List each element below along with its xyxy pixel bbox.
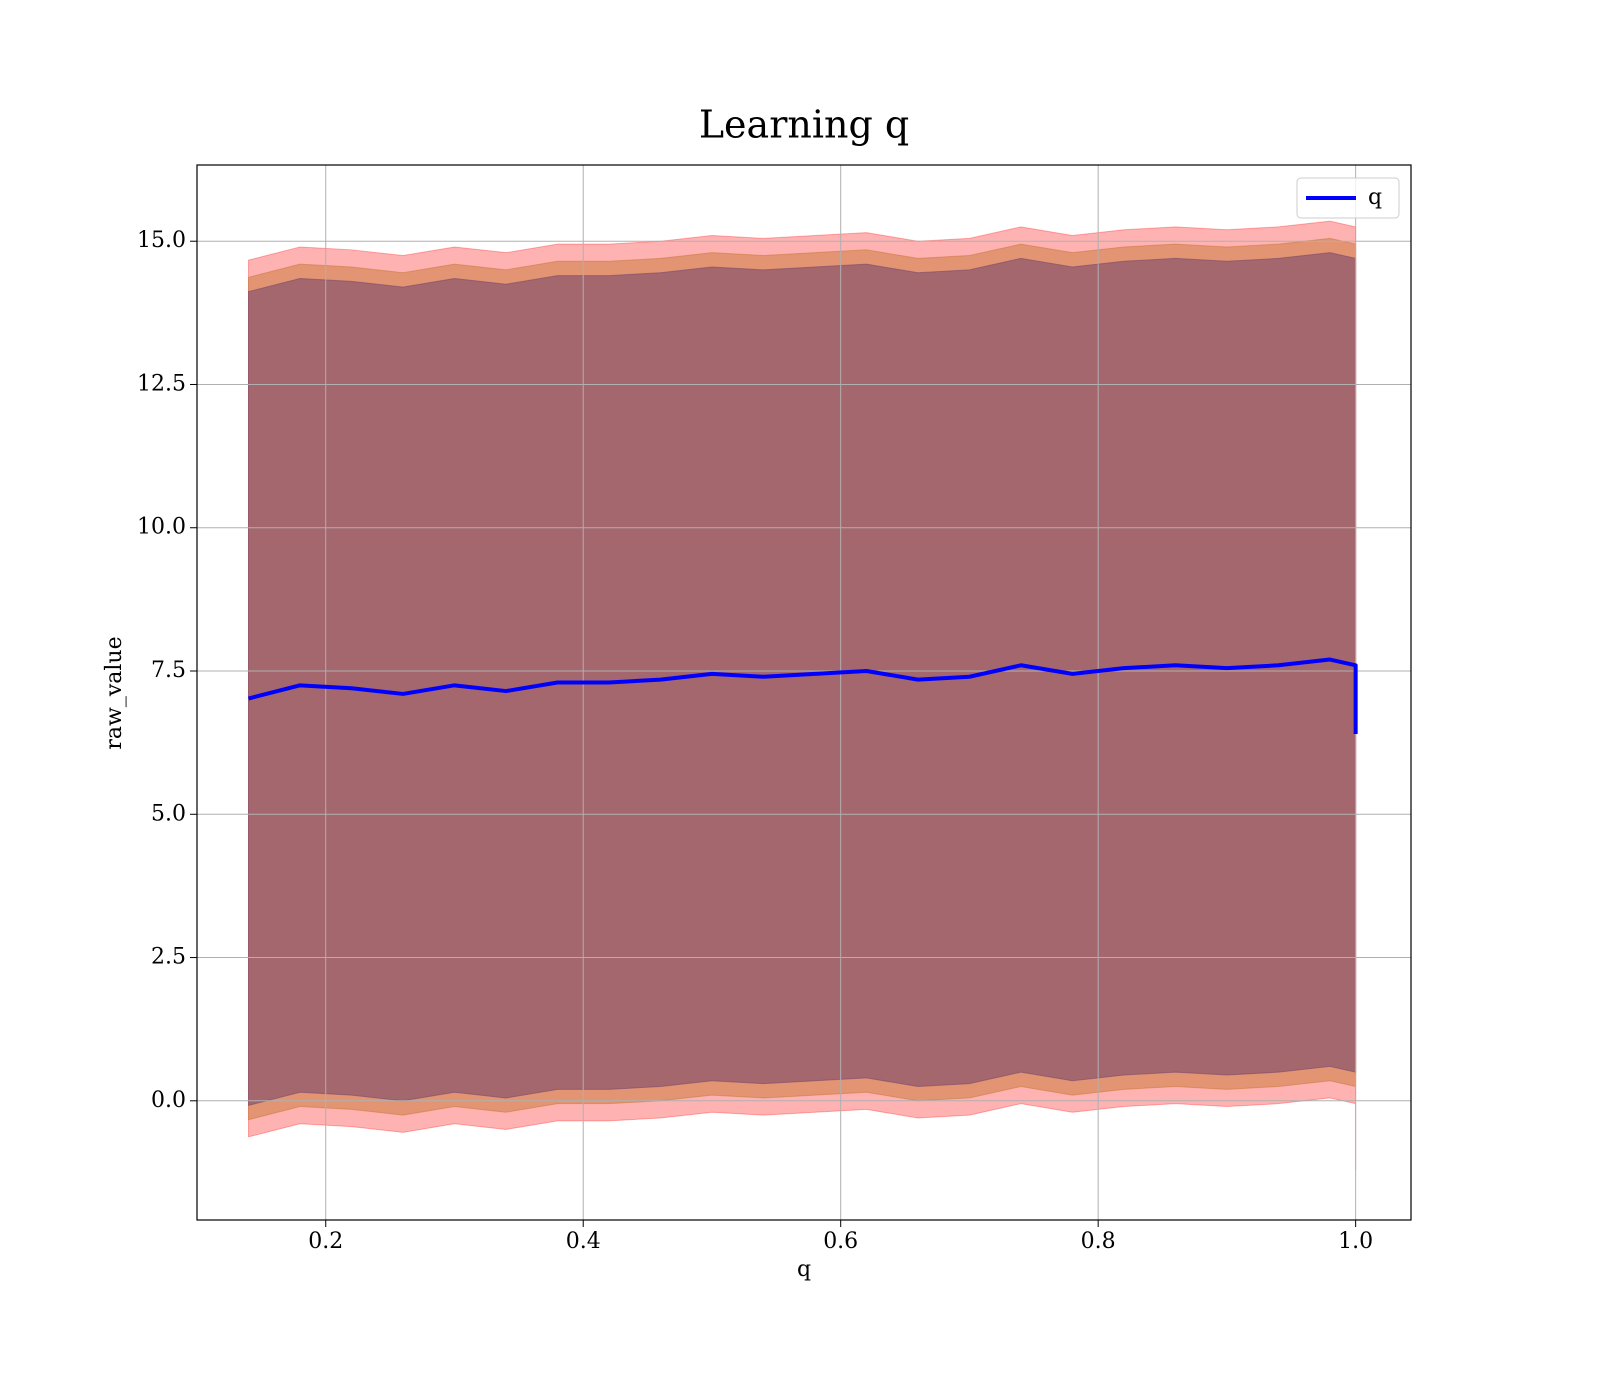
x-tick-label: 0.6 xyxy=(823,1229,858,1254)
y-tick-label: 7.5 xyxy=(151,658,186,683)
y-axis-label: raw_value xyxy=(102,636,127,749)
x-tick-label: 0.8 xyxy=(1081,1229,1116,1254)
plot-frame xyxy=(196,164,1412,1221)
y-tick-label: 15.0 xyxy=(137,228,186,253)
band xyxy=(247,252,1357,1107)
legend-label: q xyxy=(1368,185,1382,210)
y-tick-label: 0.0 xyxy=(151,1088,186,1113)
y-tick-label: 12.5 xyxy=(137,371,186,396)
line xyxy=(247,657,1358,735)
y-tick-label: 10.0 xyxy=(137,515,186,540)
x-axis-label: q xyxy=(797,1257,811,1282)
y-tick-label: 5.0 xyxy=(151,801,186,826)
x-tick-label: 0.2 xyxy=(308,1229,343,1254)
x-tick-label: 0.4 xyxy=(566,1229,601,1254)
chart-title: Learning q xyxy=(699,103,909,147)
x-tick-label: 1.0 xyxy=(1338,1229,1373,1254)
y-tick-label: 2.5 xyxy=(151,945,186,970)
